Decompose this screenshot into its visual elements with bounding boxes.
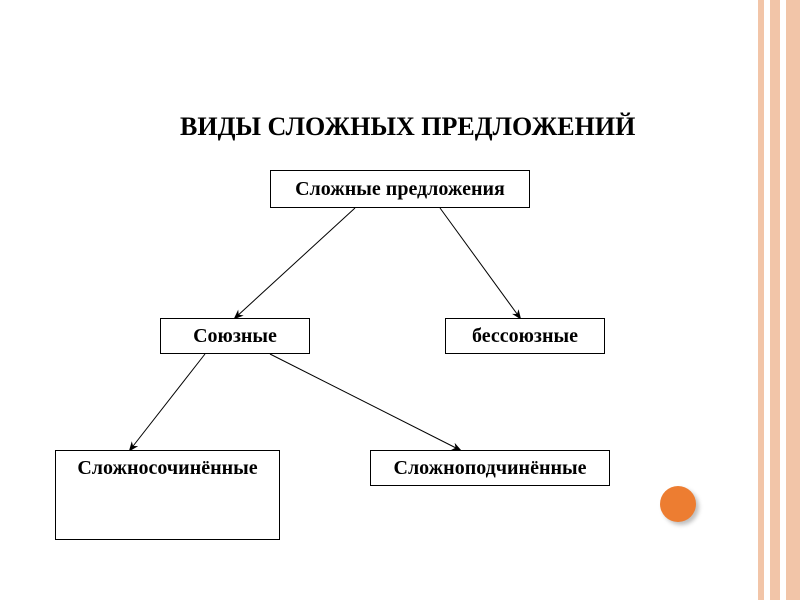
diagram-node-label: Союзные bbox=[193, 325, 277, 348]
diagram-node-label: Сложноподчинённые bbox=[394, 457, 587, 480]
diagram-node-spp: Сложноподчинённые bbox=[370, 450, 610, 486]
slide: ВИДЫ СЛОЖНЫХ ПРЕДЛОЖЕНИЙ Сложные предлож… bbox=[0, 0, 800, 600]
diagram-node-union: Союзные bbox=[160, 318, 310, 354]
border-stripe bbox=[770, 0, 780, 600]
diagram-node-ssp: Сложносочинённые bbox=[55, 450, 280, 540]
diagram-node-label: бессоюзные bbox=[472, 325, 578, 348]
diagram-node-nounion: бессоюзные bbox=[445, 318, 605, 354]
diagram-edge bbox=[235, 208, 355, 318]
slide-title: ВИДЫ СЛОЖНЫХ ПРЕДЛОЖЕНИЙ bbox=[180, 112, 635, 142]
accent-circle bbox=[660, 486, 696, 522]
diagram-node-root: Сложные предложения bbox=[270, 170, 530, 208]
diagram-edge bbox=[440, 208, 520, 318]
diagram-edge bbox=[130, 354, 205, 450]
border-stripe bbox=[786, 0, 800, 600]
diagram-node-label: Сложносочинённые bbox=[77, 457, 257, 480]
diagram-node-label: Сложные предложения bbox=[295, 178, 505, 201]
diagram-edge bbox=[270, 354, 460, 450]
border-stripe bbox=[758, 0, 764, 600]
